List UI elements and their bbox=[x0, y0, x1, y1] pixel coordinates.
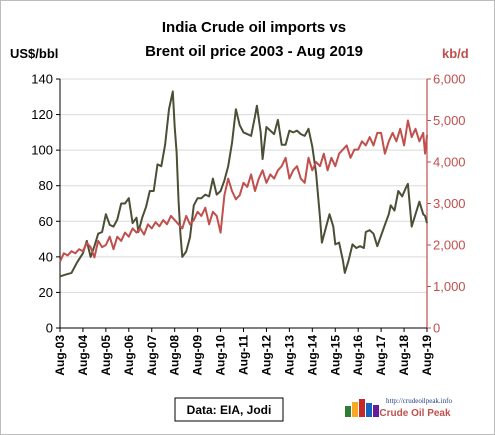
x-tick-label: Aug-18 bbox=[397, 335, 411, 376]
x-tick-label: Aug-12 bbox=[259, 335, 273, 376]
y-right-tick-label: 3,000 bbox=[433, 196, 466, 211]
x-tick-label: Aug-19 bbox=[420, 335, 434, 376]
x-tick-label: Aug-06 bbox=[122, 335, 136, 376]
x-tick-label: Aug-15 bbox=[328, 335, 342, 376]
y-left-tick-label: 120 bbox=[31, 107, 53, 122]
x-tick-label: Aug-16 bbox=[351, 335, 365, 376]
y-left-tick-label: 0 bbox=[46, 321, 53, 336]
series-lines bbox=[59, 90, 428, 278]
india-imports-line bbox=[59, 119, 428, 263]
oil-barrels-icon bbox=[345, 399, 379, 417]
brent-price-line bbox=[59, 90, 428, 278]
y-left-tick-label: 60 bbox=[39, 214, 53, 229]
y-left-tick-labels: 0 20 40 60 80 100 120 140 bbox=[31, 72, 53, 336]
x-tick-label: Aug-08 bbox=[168, 335, 182, 376]
y-right-tick-label: 1,000 bbox=[433, 279, 466, 294]
y-left-tick-label: 140 bbox=[31, 72, 53, 87]
x-tick-label: Aug-07 bbox=[145, 335, 159, 376]
axes bbox=[56, 78, 431, 332]
y-left-tick-label: 20 bbox=[39, 285, 53, 300]
x-tick-label: Aug-03 bbox=[53, 335, 67, 376]
chart-title-line-2: Brent oil price 2003 - Aug 2019 bbox=[145, 43, 363, 60]
y-right-axis-label: kb/d bbox=[442, 46, 469, 61]
y-right-tick-label: 2,000 bbox=[433, 238, 466, 253]
y-left-axis-label: US$/bbl bbox=[10, 46, 58, 61]
source-note-box bbox=[174, 397, 284, 422]
y-left-tick-label: 40 bbox=[39, 249, 53, 264]
x-tick-label: Aug-10 bbox=[214, 335, 228, 376]
x-tick-label: Aug-14 bbox=[305, 335, 319, 376]
y-right-tick-labels: 0 1,000 2,000 3,000 4,000 5,000 6,000 bbox=[433, 72, 466, 336]
x-tick-label: Aug-09 bbox=[191, 335, 205, 376]
logo-name: Crude Oil Peak bbox=[379, 408, 451, 419]
y-right-tick-label: 4,000 bbox=[433, 155, 466, 170]
x-tick-label: Aug-17 bbox=[374, 335, 388, 376]
chart-title-line-1: India Crude oil imports vs bbox=[162, 19, 346, 36]
x-tick-label: Aug-13 bbox=[282, 335, 296, 376]
x-tick-label: Aug-04 bbox=[76, 335, 90, 376]
logo-url: http://crudeoilpeak.info bbox=[386, 397, 452, 405]
y-right-tick-label: 0 bbox=[433, 321, 440, 336]
crude-oil-peak-logo: http://crudeoilpeak.info Crude Oil Peak bbox=[345, 397, 452, 419]
x-tick-label: Aug-11 bbox=[237, 335, 251, 375]
y-right-tick-label: 6,000 bbox=[433, 72, 466, 87]
y-right-tick-label: 5,000 bbox=[433, 113, 466, 128]
source-note: Data: EIA, Jodi bbox=[187, 403, 272, 417]
y-left-tick-label: 80 bbox=[39, 178, 53, 193]
x-tick-labels: Aug-03 Aug-04 Aug-05 Aug-06 Aug-07 Aug-08 Aug-… bbox=[53, 335, 434, 376]
x-tick-label: Aug-05 bbox=[99, 335, 113, 376]
grid-lines bbox=[60, 78, 427, 293]
y-left-tick-label: 100 bbox=[31, 143, 53, 158]
